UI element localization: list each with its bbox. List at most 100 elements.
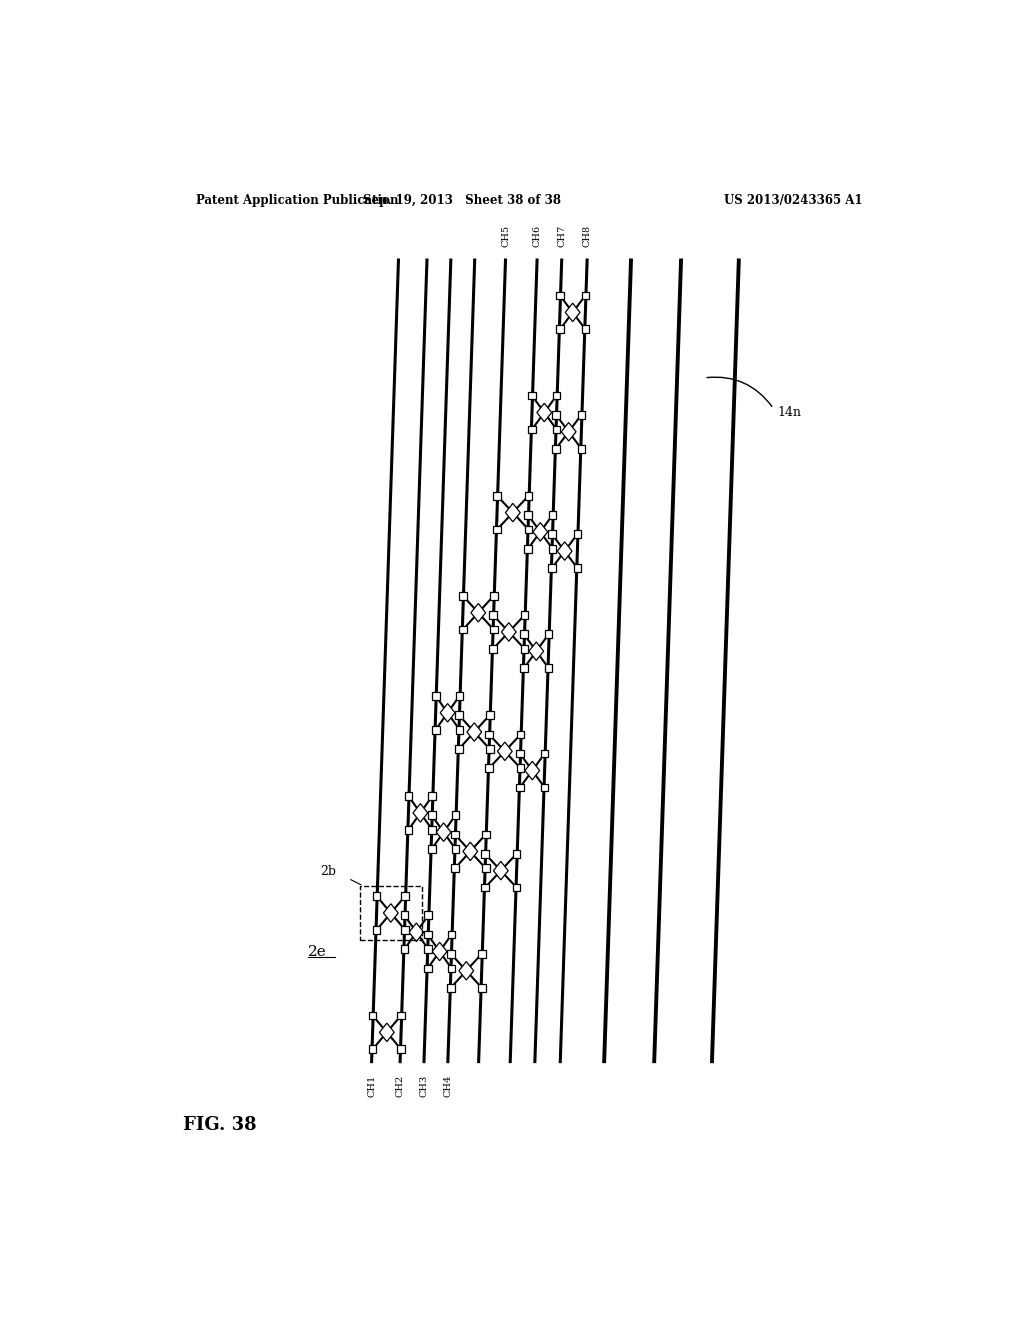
Text: CH3: CH3 [420, 1074, 428, 1097]
Bar [424, 931, 431, 939]
Polygon shape [467, 723, 481, 742]
Bar [578, 445, 586, 453]
Bar [369, 1045, 377, 1053]
Text: CH6: CH6 [532, 224, 542, 247]
Bar [494, 525, 501, 533]
Bar [425, 912, 432, 919]
Bar [582, 292, 589, 300]
Bar [459, 626, 467, 634]
Bar [485, 711, 494, 719]
Polygon shape [383, 904, 398, 923]
Bar [481, 884, 488, 891]
Polygon shape [502, 623, 516, 642]
Text: FIG. 38: FIG. 38 [183, 1115, 257, 1134]
Bar [521, 611, 528, 619]
Bar [553, 425, 560, 433]
Bar [428, 792, 436, 800]
Bar [578, 411, 586, 418]
Bar [432, 692, 439, 700]
Bar [517, 764, 524, 772]
Bar [521, 645, 528, 653]
Text: Sep. 19, 2013   Sheet 38 of 38: Sep. 19, 2013 Sheet 38 of 38 [362, 194, 561, 207]
Bar [455, 711, 463, 719]
Bar [489, 626, 498, 634]
Bar [428, 826, 436, 834]
Text: 2e: 2e [307, 945, 327, 958]
Bar [432, 726, 439, 734]
Bar [524, 545, 531, 553]
Bar [528, 425, 536, 433]
Bar [373, 892, 381, 900]
Polygon shape [463, 842, 477, 861]
Bar [494, 492, 501, 499]
Bar [447, 983, 455, 991]
Polygon shape [525, 762, 540, 780]
Bar [528, 392, 536, 400]
Bar [456, 692, 464, 700]
Bar [481, 850, 488, 858]
Bar [428, 812, 435, 818]
Bar [573, 564, 582, 572]
Bar [400, 945, 409, 953]
Text: Patent Application Publication: Patent Application Publication [196, 194, 398, 207]
Bar [359, 886, 422, 940]
Bar [447, 965, 456, 973]
Bar [456, 726, 464, 734]
Bar [489, 645, 497, 653]
Text: 2b: 2b [321, 866, 337, 878]
Polygon shape [494, 862, 508, 880]
Bar [513, 884, 520, 891]
Bar [549, 545, 556, 553]
Bar [548, 564, 556, 572]
Bar [447, 950, 455, 958]
Bar [520, 664, 527, 672]
Bar [452, 812, 460, 818]
Polygon shape [380, 1023, 394, 1041]
Text: 14n: 14n [777, 407, 802, 418]
Bar [455, 744, 463, 752]
Text: CH4: CH4 [443, 1074, 453, 1097]
Bar [552, 411, 560, 418]
Bar [549, 511, 556, 519]
Bar [545, 664, 553, 672]
Bar [404, 826, 413, 834]
Bar [451, 865, 459, 873]
Bar [485, 730, 493, 738]
Text: CH2: CH2 [395, 1074, 404, 1097]
Polygon shape [557, 543, 572, 561]
Bar [548, 531, 556, 539]
Polygon shape [459, 961, 474, 979]
Text: CH1: CH1 [367, 1074, 376, 1097]
Bar [582, 326, 589, 333]
Polygon shape [528, 642, 544, 660]
Polygon shape [436, 822, 451, 841]
Bar [513, 850, 520, 858]
Bar [489, 611, 497, 619]
Bar [485, 744, 494, 752]
Bar [520, 631, 527, 638]
Polygon shape [506, 503, 520, 521]
Bar [556, 326, 564, 333]
Text: CH7: CH7 [557, 224, 566, 247]
Text: US 2013/0243365 A1: US 2013/0243365 A1 [724, 194, 862, 207]
Bar [459, 591, 467, 599]
Bar [553, 392, 560, 400]
Polygon shape [565, 304, 580, 322]
Bar [452, 845, 460, 853]
Bar [482, 830, 489, 838]
Bar [556, 292, 564, 300]
Bar [478, 950, 485, 958]
Bar [397, 1011, 404, 1019]
Bar [516, 750, 524, 758]
Text: CH5: CH5 [501, 224, 510, 247]
Bar [545, 631, 553, 638]
Bar [369, 1011, 377, 1019]
Polygon shape [471, 603, 485, 622]
Polygon shape [498, 742, 512, 760]
Bar [428, 845, 435, 853]
Bar [573, 531, 582, 539]
Bar [447, 931, 456, 939]
Polygon shape [413, 804, 428, 822]
Polygon shape [537, 404, 552, 422]
Polygon shape [532, 523, 548, 541]
